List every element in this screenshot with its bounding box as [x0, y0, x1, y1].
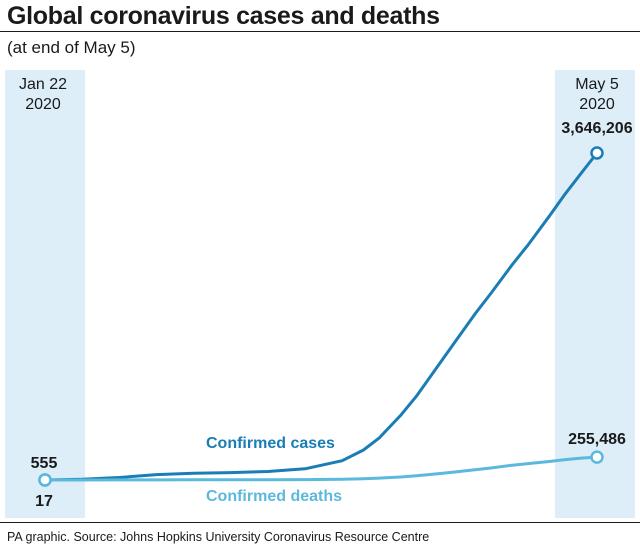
series-label-deaths: Confirmed deaths: [206, 488, 342, 505]
start-point-deaths: [38, 473, 52, 487]
start-date-label: Jan 22: [19, 76, 67, 93]
start-value-label-cases: 555: [31, 455, 58, 472]
series-line-deaths: [43, 455, 599, 482]
end-point-cases: [590, 146, 604, 160]
footer-divider: [0, 522, 640, 523]
source-note: PA graphic. Source: Johns Hopkins Univer…: [7, 530, 430, 544]
end-point-deaths: [590, 450, 604, 464]
title-divider: [0, 31, 640, 32]
end-value-label-deaths: 255,486: [568, 431, 626, 448]
series-line-cases: [43, 151, 599, 482]
series-label-cases: Confirmed cases: [206, 435, 335, 452]
start-value-label-deaths: 17: [35, 493, 53, 510]
chart-title: Global coronavirus cases and deaths: [7, 2, 440, 30]
chart-subtitle: (at end of May 5): [7, 38, 136, 57]
start-date-band: [5, 70, 85, 518]
start-date-label: 2020: [25, 96, 61, 113]
end-date-label: May 5: [575, 76, 619, 93]
end-date-label: 2020: [579, 96, 615, 113]
end-date-band: [555, 70, 635, 518]
end-value-label-cases: 3,646,206: [561, 120, 632, 137]
